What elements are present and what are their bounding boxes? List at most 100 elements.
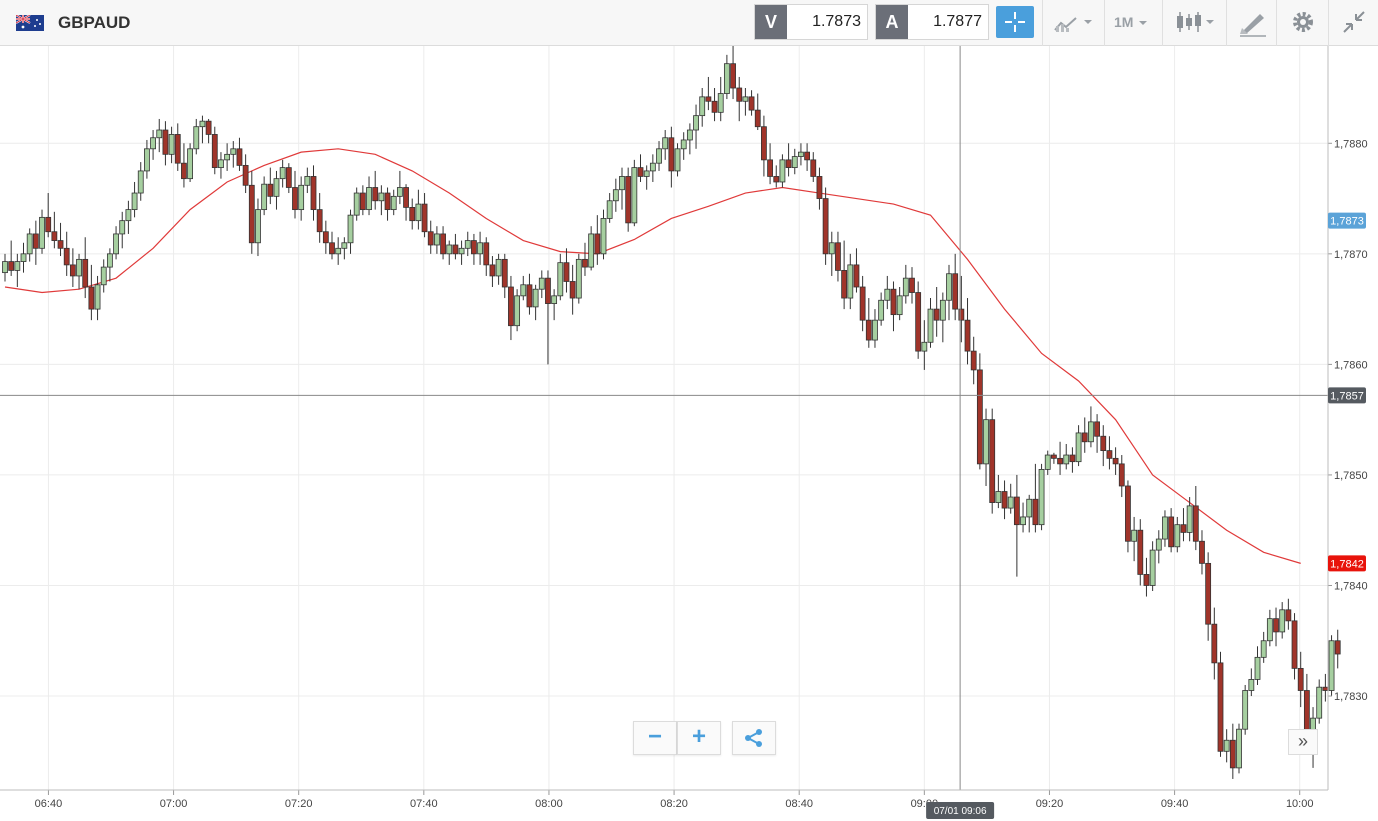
candle-body — [532, 288, 539, 308]
candle — [674, 143, 681, 177]
candle — [458, 240, 465, 265]
candle — [193, 118, 200, 155]
candle — [927, 298, 934, 348]
candle-body — [242, 164, 249, 186]
candle-body — [680, 139, 687, 150]
candle — [446, 240, 453, 265]
candle — [100, 259, 107, 293]
candle — [717, 76, 724, 122]
candle-body — [1044, 454, 1051, 470]
timeframe-dropdown[interactable]: 1M — [1114, 6, 1154, 38]
candle — [433, 226, 440, 254]
candle — [767, 143, 773, 185]
candle — [1186, 497, 1193, 542]
candle — [1328, 635, 1335, 697]
candle-body — [995, 491, 1002, 503]
crosshair-icon — [1005, 12, 1025, 32]
zoom-in-button[interactable]: + — [677, 721, 721, 755]
candle-body — [1242, 690, 1249, 730]
candle-body — [773, 176, 780, 183]
candle — [1322, 673, 1329, 702]
candle-body — [921, 341, 928, 352]
candle-body — [631, 167, 638, 224]
candle — [1291, 613, 1298, 680]
candle-body — [1205, 562, 1212, 625]
sell-price: 1.7873 — [812, 13, 861, 30]
candle-body — [810, 159, 817, 177]
candle — [699, 88, 706, 127]
candle — [1007, 483, 1014, 514]
candle-body — [798, 151, 804, 157]
candle-body — [458, 247, 465, 255]
candle — [508, 275, 514, 341]
candle — [693, 104, 699, 149]
candle — [347, 209, 354, 254]
x-tick-label: 07:40 — [410, 798, 438, 810]
candle-body — [495, 258, 502, 277]
candle — [532, 284, 539, 321]
candle-body — [32, 233, 39, 249]
candle-body — [878, 299, 885, 321]
candle — [1199, 530, 1205, 575]
price-chart[interactable]: 1,7880 1,7870 1,7860 1,7850 1,7840 1,7830 06:4… — [0, 46, 1378, 821]
share-button[interactable] — [732, 721, 776, 755]
x-tick-label: 08:40 — [785, 798, 813, 810]
candle — [557, 253, 564, 301]
scroll-to-latest-button[interactable]: » — [1288, 729, 1318, 755]
candle-body — [384, 192, 391, 211]
candle — [63, 231, 70, 276]
candle — [1106, 436, 1113, 470]
cursor-time-tag: 07/01 09:06 — [926, 802, 995, 819]
candle-body — [686, 129, 693, 141]
candle-body — [970, 350, 977, 371]
settings-button[interactable] — [1286, 6, 1320, 38]
toolbar-separator — [1276, 0, 1277, 46]
candle — [335, 237, 342, 265]
candle — [933, 286, 940, 337]
candle — [896, 286, 903, 321]
candle-body — [236, 148, 243, 166]
candle-body — [409, 207, 416, 222]
buy-price-box[interactable]: A 1.7877 — [875, 4, 989, 40]
collapse-button[interactable] — [1336, 6, 1372, 38]
candle — [82, 237, 89, 299]
candle — [396, 170, 403, 205]
candle — [872, 309, 878, 348]
sell-tag: V — [755, 5, 787, 39]
zoom-out-button[interactable]: − — [633, 721, 677, 755]
candle-body — [1051, 454, 1057, 459]
x-tick-label: 07:00 — [160, 798, 188, 810]
y-tick-label: 1,7880 — [1334, 138, 1368, 150]
candle-body — [569, 281, 576, 299]
candle-body — [730, 63, 736, 89]
candle — [952, 253, 959, 321]
candle-body — [51, 231, 58, 241]
candle — [865, 298, 872, 348]
candle-body — [1149, 549, 1156, 586]
candle-body — [45, 216, 52, 233]
moving-average-line — [4, 148, 1301, 564]
candle-body — [489, 264, 496, 277]
candle-body — [446, 244, 453, 255]
candle-body — [1316, 686, 1323, 719]
candle — [1211, 607, 1218, 680]
chart-type-button[interactable] — [1172, 6, 1222, 38]
candle — [828, 231, 835, 276]
y-tick-label: 1,7860 — [1334, 359, 1368, 371]
candle — [322, 220, 329, 254]
sell-price-box[interactable]: V 1.7873 — [754, 4, 868, 40]
ask-price-tag: 1,7873 — [1328, 212, 1366, 229]
crosshair-button[interactable] — [996, 6, 1034, 38]
candle-body — [69, 264, 76, 277]
candle-body — [1143, 574, 1150, 586]
top-toolbar: GBPAUD V 1.7873 A 1.7877 1M — [0, 0, 1378, 46]
x-tick-label: 09:40 — [1161, 798, 1189, 810]
drawing-tools-button[interactable] — [1236, 6, 1270, 38]
candle-body — [1137, 529, 1144, 575]
candle-body — [1007, 496, 1014, 509]
candle-body — [625, 176, 632, 224]
indicators-button[interactable] — [1052, 6, 1098, 38]
symbol-label: GBPAUD — [58, 13, 131, 32]
candle — [119, 211, 126, 249]
candle — [359, 185, 366, 216]
